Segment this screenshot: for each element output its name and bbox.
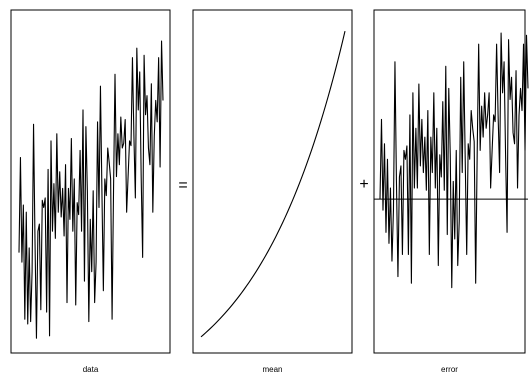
equals-sign: = xyxy=(178,177,187,194)
mean-panel-frame xyxy=(192,9,353,354)
data-series-line xyxy=(18,40,164,339)
plus-sign: + xyxy=(359,176,368,193)
mean-series-line xyxy=(200,31,346,338)
data-panel-frame xyxy=(10,9,171,354)
mean-xlabel: mean xyxy=(262,365,282,374)
data-xlabel: data xyxy=(83,365,99,374)
error-panel: error xyxy=(373,9,529,374)
data-panel: data xyxy=(10,9,171,374)
mean-panel: mean xyxy=(192,9,353,374)
error-panel-frame xyxy=(373,9,526,354)
error-series-line xyxy=(379,32,529,289)
error-xlabel: error xyxy=(441,365,458,374)
